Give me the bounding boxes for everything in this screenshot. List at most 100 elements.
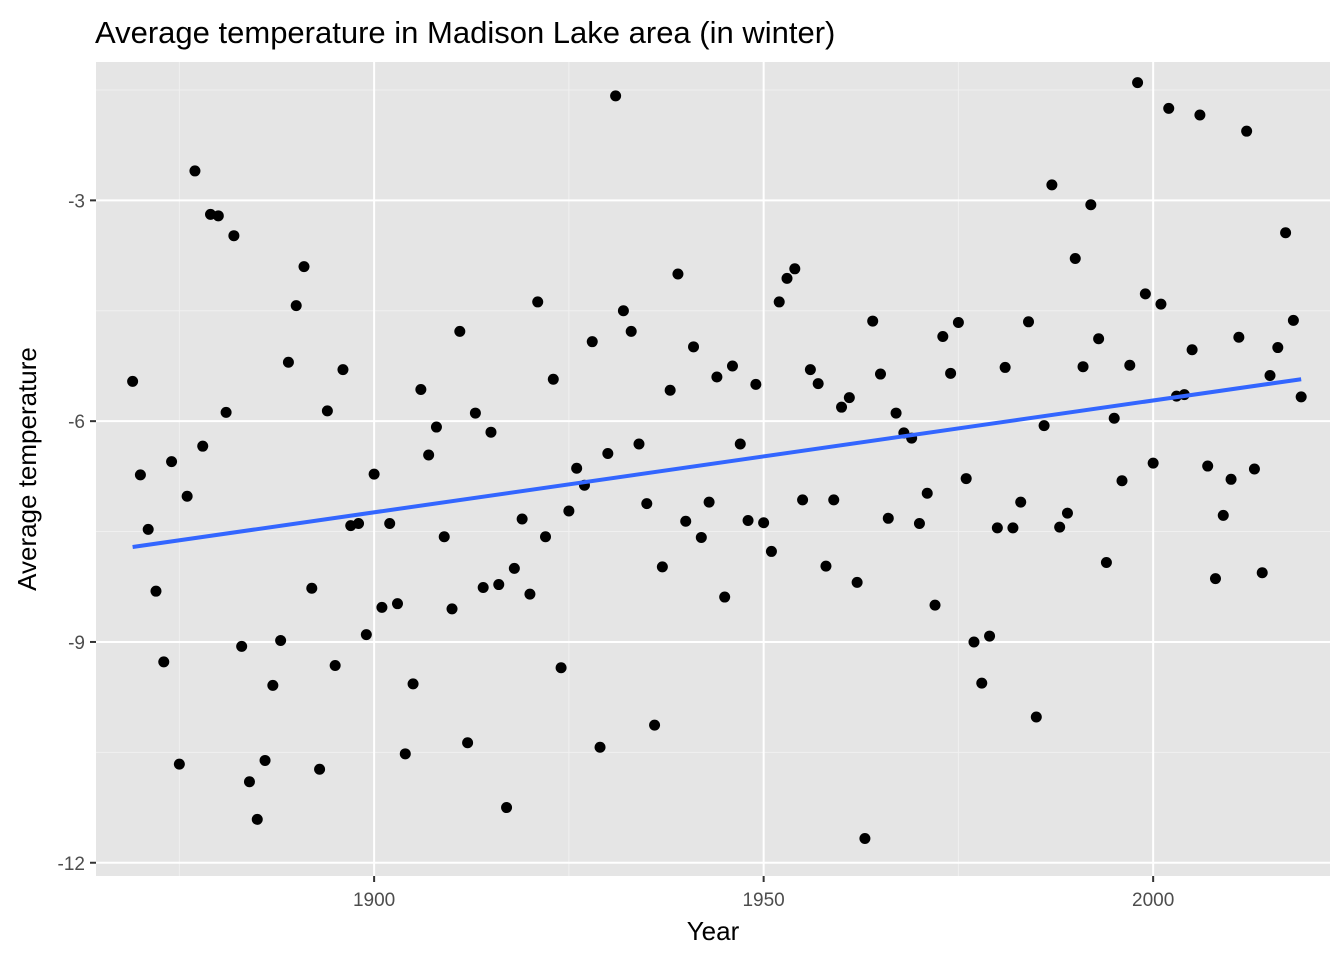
data-point: [820, 560, 832, 572]
data-point: [890, 407, 902, 419]
data-point: [1280, 227, 1292, 239]
data-point: [1100, 556, 1112, 568]
data-point: [430, 421, 442, 433]
data-point: [1295, 391, 1307, 403]
data-point: [1256, 567, 1268, 579]
data-point: [1046, 179, 1058, 191]
data-point: [1007, 522, 1019, 534]
data-point: [353, 517, 365, 529]
trend-line: [132, 377, 1302, 549]
data-point: [602, 448, 614, 460]
plot-panel: [96, 62, 1330, 876]
major-grid: [96, 62, 1330, 876]
data-point: [921, 487, 933, 499]
y-tick-label: -6: [68, 412, 85, 433]
data-point: [158, 656, 170, 668]
y-axis-title: Average temperature: [12, 347, 42, 591]
data-point: [469, 407, 481, 419]
data-point: [391, 598, 403, 610]
data-point: [773, 296, 785, 308]
data-point: [275, 634, 287, 646]
data-point: [1233, 331, 1245, 343]
data-point: [656, 561, 668, 573]
data-point: [314, 763, 326, 775]
data-point: [368, 468, 380, 480]
data-point: [197, 440, 209, 452]
data-point: [1241, 125, 1253, 137]
data-point: [142, 523, 154, 535]
y-axis: -3 -6 -9 -12: [58, 191, 96, 875]
data-point: [1054, 521, 1066, 533]
data-point: [1209, 573, 1221, 585]
data-point: [555, 662, 567, 674]
data-point: [1202, 460, 1214, 472]
data-point: [1069, 253, 1081, 265]
data-point: [781, 272, 793, 284]
data-point: [734, 438, 746, 450]
data-point: [532, 296, 544, 308]
data-point: [812, 378, 824, 390]
y-tick-label: -3: [68, 191, 85, 212]
data-point: [688, 341, 700, 353]
data-point: [1264, 370, 1276, 382]
data-point: [1015, 496, 1027, 508]
data-point: [828, 494, 840, 506]
data-point: [547, 373, 559, 385]
data-point: [641, 498, 653, 510]
data-point: [913, 517, 925, 529]
data-point: [134, 469, 146, 481]
data-point: [836, 401, 848, 413]
data-point: [945, 367, 957, 379]
data-point: [610, 90, 622, 102]
data-point: [1061, 507, 1073, 519]
data-point: [617, 305, 629, 317]
data-point: [874, 368, 886, 380]
data-point: [485, 426, 497, 438]
data-point: [306, 582, 318, 594]
data-point: [423, 449, 435, 461]
data-point: [220, 406, 232, 418]
data-point: [1108, 412, 1120, 424]
data-point: [726, 360, 738, 372]
data-points: [127, 77, 1307, 844]
x-tick-label: 1900: [353, 890, 395, 911]
data-point: [586, 336, 598, 348]
y-tick-label: -12: [58, 854, 85, 875]
data-point: [633, 438, 645, 450]
data-point: [851, 576, 863, 588]
data-point: [462, 737, 474, 749]
data-point: [1194, 109, 1206, 121]
data-point: [719, 591, 731, 603]
data-point: [594, 741, 606, 753]
data-point: [742, 515, 754, 527]
data-point: [189, 165, 201, 177]
data-point: [758, 517, 770, 529]
data-point: [236, 640, 248, 652]
data-point: [1186, 344, 1198, 356]
data-point: [797, 494, 809, 506]
data-point: [563, 505, 575, 517]
data-point: [765, 545, 777, 557]
data-point: [282, 356, 294, 368]
data-point: [859, 832, 871, 844]
data-point: [446, 603, 458, 615]
data-point: [243, 776, 255, 788]
data-point: [407, 678, 419, 690]
data-point: [259, 754, 271, 766]
data-point: [501, 802, 513, 814]
x-axis-title: Year: [687, 916, 740, 946]
data-point: [952, 317, 964, 329]
data-point: [999, 361, 1011, 373]
x-tick-label: 2000: [1132, 890, 1174, 911]
data-point: [976, 677, 988, 689]
data-point: [438, 531, 450, 543]
data-point: [664, 384, 676, 396]
data-point: [1147, 457, 1159, 469]
data-point: [228, 230, 240, 242]
data-point: [1132, 77, 1144, 89]
data-point: [290, 300, 302, 312]
data-point: [1248, 463, 1260, 475]
data-point: [267, 679, 279, 691]
data-point: [298, 261, 310, 273]
data-point: [960, 473, 972, 485]
